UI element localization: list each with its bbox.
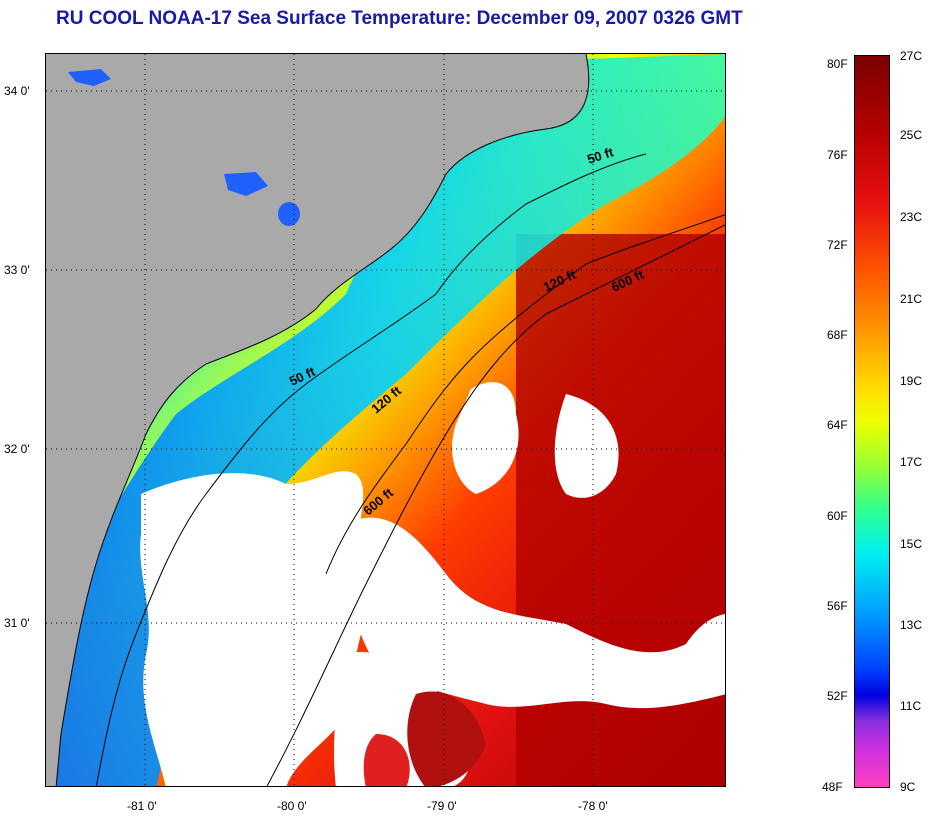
isobath-600ft-line <box>266 224 725 786</box>
isobath-50ft-line <box>95 153 647 786</box>
inland-water-3 <box>278 202 300 226</box>
lat-label-34: 34 0' <box>4 84 30 98</box>
cloud-mass-2 <box>346 517 725 709</box>
cloud-mass-4 <box>554 394 619 498</box>
colorbar-f-48: 48F <box>822 780 843 794</box>
colorbar-f-68: 68F <box>827 328 848 342</box>
lat-label-32: 32 0' <box>4 442 30 456</box>
colorbar-c-23: 23C <box>900 210 923 224</box>
colorbar-c-27: 27C <box>900 49 923 63</box>
lat-label-31: 31 0' <box>4 616 30 630</box>
colorbar-c-9: 9C <box>900 780 916 794</box>
colorbar-f-60: 60F <box>827 509 848 523</box>
colorbar-c-21: 21C <box>900 292 923 306</box>
colorbar-f-64: 64F <box>827 418 848 432</box>
red-patch-2 <box>363 734 410 786</box>
isobath-120ft-line <box>325 214 725 575</box>
inland-water-2 <box>224 172 268 196</box>
cloud-mass-3 <box>452 382 519 494</box>
colorbar-c-19: 19C <box>900 374 923 388</box>
colorbar-f-52: 52F <box>827 689 848 703</box>
colorbar-c-17: 17C <box>900 455 923 469</box>
colorbar-c-13: 13C <box>900 618 923 632</box>
cloud-mass-1 <box>140 471 369 786</box>
page-title: RU COOL NOAA-17 Sea Surface Temperature:… <box>56 8 743 29</box>
colorbar-c-15: 15C <box>900 537 923 551</box>
colorbar-c-11: 11C <box>900 699 922 713</box>
sst-map: 50 ft 120 ft 600 ft 50 ft 120 ft 600 ft <box>45 53 726 787</box>
colorbar-f-76: 76F <box>827 148 848 162</box>
temperature-colorbar <box>854 55 890 788</box>
graticule <box>46 54 725 786</box>
red-patch-1 <box>407 691 486 786</box>
lon-label-80: -80 0' <box>277 799 307 813</box>
colorbar-f-72: 72F <box>827 238 848 252</box>
colorbar-f-56: 56F <box>827 599 848 613</box>
inland-water-1 <box>68 69 111 86</box>
nearshore-cold-band <box>46 54 725 786</box>
colorbar-f-80: 80F <box>827 57 848 71</box>
coastline <box>55 54 590 786</box>
lat-label-33: 33 0' <box>4 263 30 277</box>
lon-label-81: -81 0' <box>127 799 157 813</box>
colorbar-c-25: 25C <box>900 128 923 142</box>
lon-label-78: -78 0' <box>578 799 608 813</box>
land-mass <box>46 54 589 786</box>
lon-label-79: -79 0' <box>427 799 457 813</box>
